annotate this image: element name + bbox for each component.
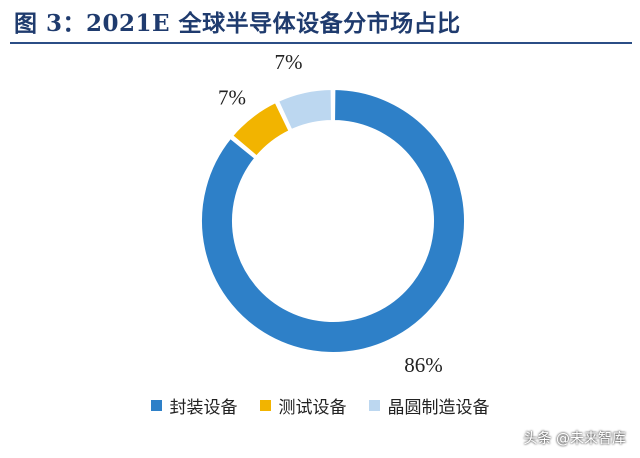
legend-label-1: 封装设备 xyxy=(169,398,238,418)
legend-item-3: 晶圆制造设备 xyxy=(368,393,490,418)
legend-item-1: 封装设备 xyxy=(150,393,238,418)
slice-value-label-3: 7% xyxy=(275,50,303,74)
legend-label-2: 测试设备 xyxy=(278,398,347,418)
title-divider xyxy=(10,42,632,44)
legend-swatch-2 xyxy=(259,400,271,411)
legend-swatch-1 xyxy=(150,400,162,411)
donut-slices xyxy=(200,87,466,354)
legend-label-3: 晶圆制造设备 xyxy=(387,398,490,418)
slice-value-label-1: 86% xyxy=(404,353,443,377)
chart-title: 图 3：2021E 全球半导体设备分市场占比 xyxy=(14,10,461,37)
legend-item-2: 测试设备 xyxy=(259,393,347,418)
legend-swatch-3 xyxy=(368,400,380,411)
donut-labels: 86% 7% 7% xyxy=(218,50,443,377)
donut-chart: 86% 7% 7% xyxy=(200,50,466,377)
donut-slice-3 xyxy=(276,87,333,132)
slice-value-label-2: 7% xyxy=(218,86,246,110)
donut-slice-1 xyxy=(200,87,466,354)
chart-legend: 封装设备 测试设备 晶圆制造设备 xyxy=(0,393,640,418)
watermark-text: 头条 @未来智库 xyxy=(523,431,626,447)
donut-slice-2 xyxy=(230,100,291,158)
